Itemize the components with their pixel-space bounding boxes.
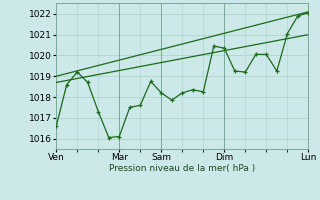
X-axis label: Pression niveau de la mer( hPa ): Pression niveau de la mer( hPa ) <box>109 164 255 173</box>
